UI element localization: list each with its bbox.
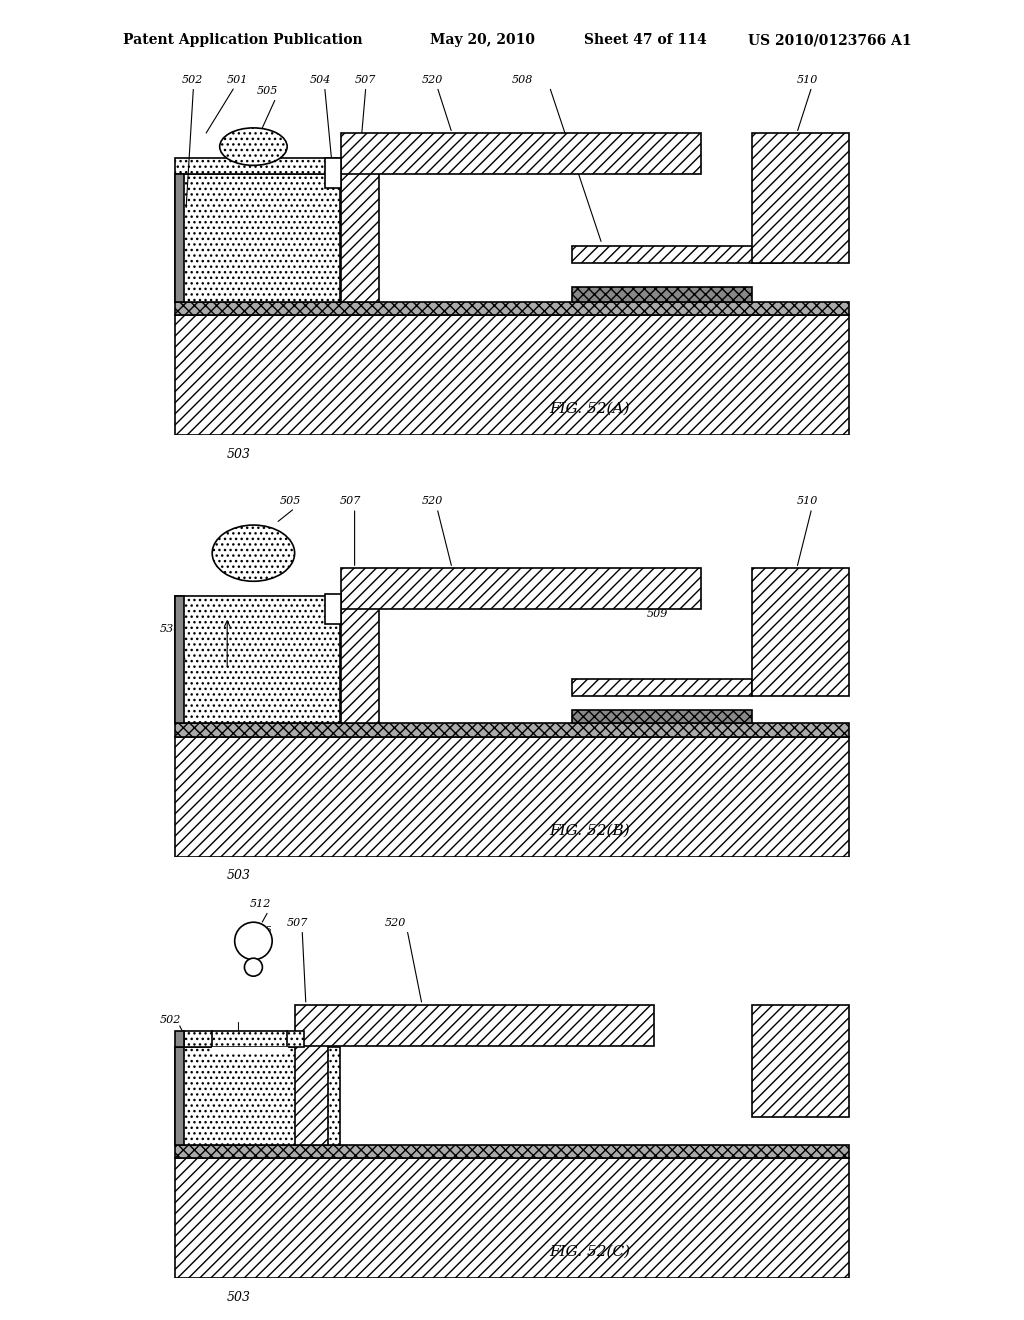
Bar (341, 160, 379, 302)
Text: 503: 503 (227, 1291, 251, 1304)
Bar (295, 1031, 329, 1144)
Text: 504: 504 (309, 75, 331, 84)
Bar (175, 723, 849, 737)
Bar (183, 1031, 304, 1047)
Text: May 20, 2010: May 20, 2010 (430, 33, 536, 48)
Circle shape (245, 958, 262, 977)
Bar (341, 594, 379, 723)
Bar (325, 594, 341, 624)
Bar (572, 286, 752, 302)
Text: 501: 501 (227, 75, 249, 84)
Text: 508: 508 (512, 75, 534, 84)
Text: 507: 507 (340, 496, 361, 507)
Text: Sheet 47 of 114: Sheet 47 of 114 (584, 33, 707, 48)
Bar (752, 1005, 849, 1117)
Bar (175, 595, 183, 723)
Bar (341, 133, 700, 174)
Bar (175, 315, 849, 436)
Bar (175, 595, 340, 723)
Text: 520: 520 (422, 75, 443, 84)
Circle shape (234, 923, 272, 960)
Bar (325, 158, 341, 187)
Bar (175, 737, 849, 857)
Text: 530: 530 (160, 624, 181, 634)
Text: 503: 503 (227, 869, 251, 882)
Text: 507: 507 (287, 917, 308, 928)
Bar (572, 710, 752, 723)
Text: 507: 507 (354, 75, 376, 84)
Bar (175, 174, 183, 302)
Polygon shape (212, 1047, 287, 1053)
Text: FIG. 52(A): FIG. 52(A) (550, 401, 630, 416)
Text: 509: 509 (662, 165, 683, 174)
Ellipse shape (220, 128, 287, 165)
Text: FIG. 52(C): FIG. 52(C) (550, 1245, 631, 1259)
Bar (295, 1005, 654, 1045)
Bar (572, 678, 752, 696)
Bar (175, 302, 849, 315)
Bar (175, 1159, 849, 1278)
Text: 505: 505 (257, 86, 279, 96)
Text: US 2010/0123766 A1: US 2010/0123766 A1 (748, 33, 911, 48)
Bar (175, 1047, 340, 1144)
Bar (175, 158, 340, 174)
Text: 510: 510 (797, 75, 818, 84)
Bar (572, 247, 781, 263)
Text: FIG. 52(B): FIG. 52(B) (550, 824, 630, 837)
Ellipse shape (212, 525, 295, 581)
Text: 512: 512 (250, 899, 271, 909)
Text: 502: 502 (182, 75, 204, 84)
Text: 505: 505 (280, 496, 301, 507)
Text: 502: 502 (160, 1015, 181, 1026)
Text: 510: 510 (797, 496, 818, 507)
Bar (175, 1047, 183, 1144)
Bar (752, 133, 849, 263)
Bar (175, 1144, 849, 1159)
Text: 505: 505 (253, 927, 272, 936)
Bar (341, 568, 700, 610)
Text: 520: 520 (385, 917, 406, 928)
Bar (752, 568, 849, 696)
Bar (175, 174, 340, 302)
Bar (175, 1031, 183, 1047)
Text: 520: 520 (422, 496, 443, 507)
Text: 509: 509 (647, 609, 669, 619)
Text: Patent Application Publication: Patent Application Publication (123, 33, 362, 48)
Text: 503: 503 (227, 447, 251, 461)
